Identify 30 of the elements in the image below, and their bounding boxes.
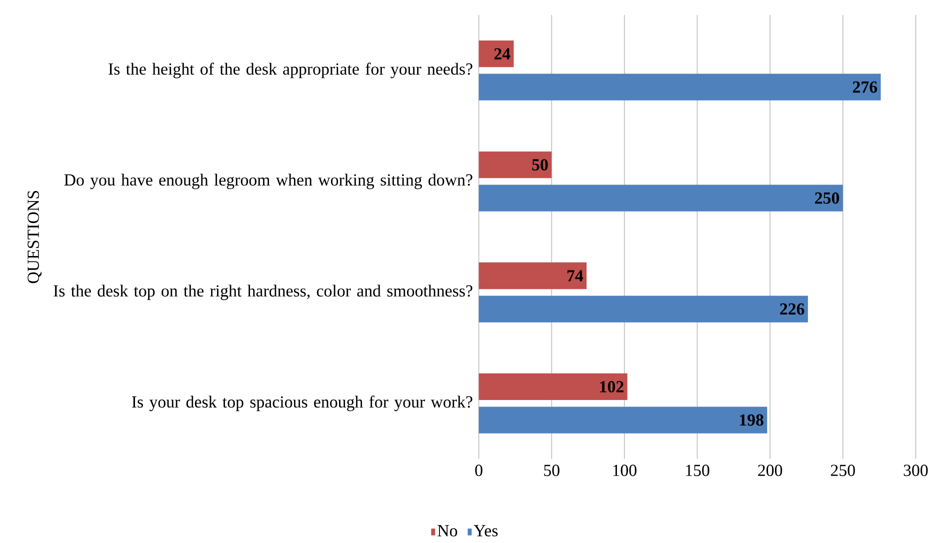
data-label: 276 bbox=[852, 82, 878, 93]
bar bbox=[478, 374, 628, 400]
bar bbox=[478, 184, 843, 212]
x-tick-label: 300 bbox=[904, 464, 928, 476]
bar bbox=[478, 296, 808, 322]
bar bbox=[478, 262, 587, 290]
y-axis-title: QUESTIONS bbox=[28, 191, 42, 284]
data-label: 198 bbox=[740, 414, 764, 426]
x-tick-label: 50 bbox=[544, 464, 560, 476]
x-tick-label: 150 bbox=[686, 464, 710, 476]
data-label: 24 bbox=[494, 48, 510, 60]
x-tick-label: 200 bbox=[758, 464, 782, 476]
bar bbox=[478, 40, 514, 68]
data-label: 50 bbox=[532, 159, 548, 171]
x-tick-label: 100 bbox=[613, 464, 636, 476]
y-tick-label: Do you have enough legroom when working sitting down? bbox=[64, 174, 472, 190]
y-tick-label: Is the desk top on the right hardness, color and smoothness? bbox=[54, 284, 472, 300]
bar bbox=[478, 152, 552, 178]
legend-label: No bbox=[438, 525, 458, 537]
legend-label: Yes bbox=[474, 525, 498, 537]
data-label: 102 bbox=[600, 381, 624, 393]
x-tick-label: 250 bbox=[830, 464, 855, 476]
bar bbox=[478, 74, 881, 101]
data-label: 226 bbox=[780, 303, 804, 315]
y-tick-label: Is the height of the desk appropriate for your needs? bbox=[108, 62, 472, 78]
y-tick-label: Is your desk top spacious enough for your work? bbox=[132, 396, 472, 412]
data-label: 74 bbox=[567, 270, 584, 282]
bar bbox=[478, 406, 768, 434]
x-tick-label: 0 bbox=[475, 464, 482, 476]
data-label: 250 bbox=[815, 192, 840, 204]
